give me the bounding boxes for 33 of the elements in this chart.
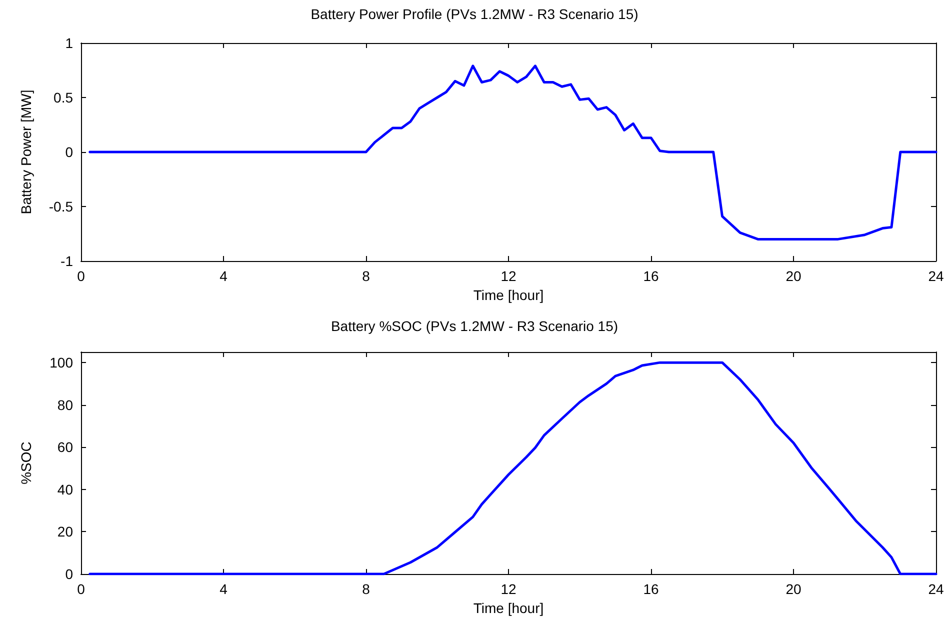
x-tick-label: 4 — [220, 581, 228, 597]
y-tick-label: 80 — [57, 396, 74, 413]
x-axis-title: Time [hour] — [473, 600, 544, 616]
x-tick-label: 0 — [77, 268, 86, 284]
y-tick-label: 100 — [50, 354, 74, 371]
x-tick-label: 0 — [77, 581, 86, 597]
x-tick-label: 20 — [786, 268, 802, 284]
x-tick-label: 12 — [500, 268, 516, 284]
line-series — [88, 64, 938, 240]
x-tick-label: 24 — [928, 581, 944, 597]
x-tick-label: 8 — [362, 581, 370, 597]
chart-title: Battery %SOC (PVs 1.2MW - R3 Scenario 15) — [330, 318, 618, 334]
x-tick-label: 20 — [786, 581, 802, 597]
chart-title: Battery Power Profile (PVs 1.2MW - R3 Scenario 15) — [310, 6, 638, 22]
x-axis-title: Time [hour] — [473, 286, 544, 303]
y-tick-label: 0 — [65, 566, 74, 582]
x-tick-label: 12 — [500, 581, 516, 597]
y-axis-title: %SOC — [18, 442, 34, 484]
x-tick-label: 16 — [643, 581, 659, 597]
y-tick-label: 40 — [57, 481, 74, 498]
y-tick-label: 60 — [57, 439, 74, 456]
y-tick-label: -1 — [60, 253, 74, 269]
line-series — [88, 361, 938, 576]
x-tick-label: 4 — [220, 268, 228, 284]
x-tick-label: 24 — [928, 268, 944, 284]
y-tick-label: 0 — [65, 144, 74, 160]
y-tick-label: 1 — [65, 35, 74, 51]
x-tick-label: 16 — [643, 268, 659, 284]
y-tick-label: 20 — [57, 524, 74, 540]
y-tick-label: 0.5 — [54, 90, 74, 106]
x-tick-label: 8 — [362, 268, 370, 284]
y-axis-title: Battery Power [MW] — [18, 90, 34, 214]
y-tick-label: -0.5 — [48, 198, 74, 214]
